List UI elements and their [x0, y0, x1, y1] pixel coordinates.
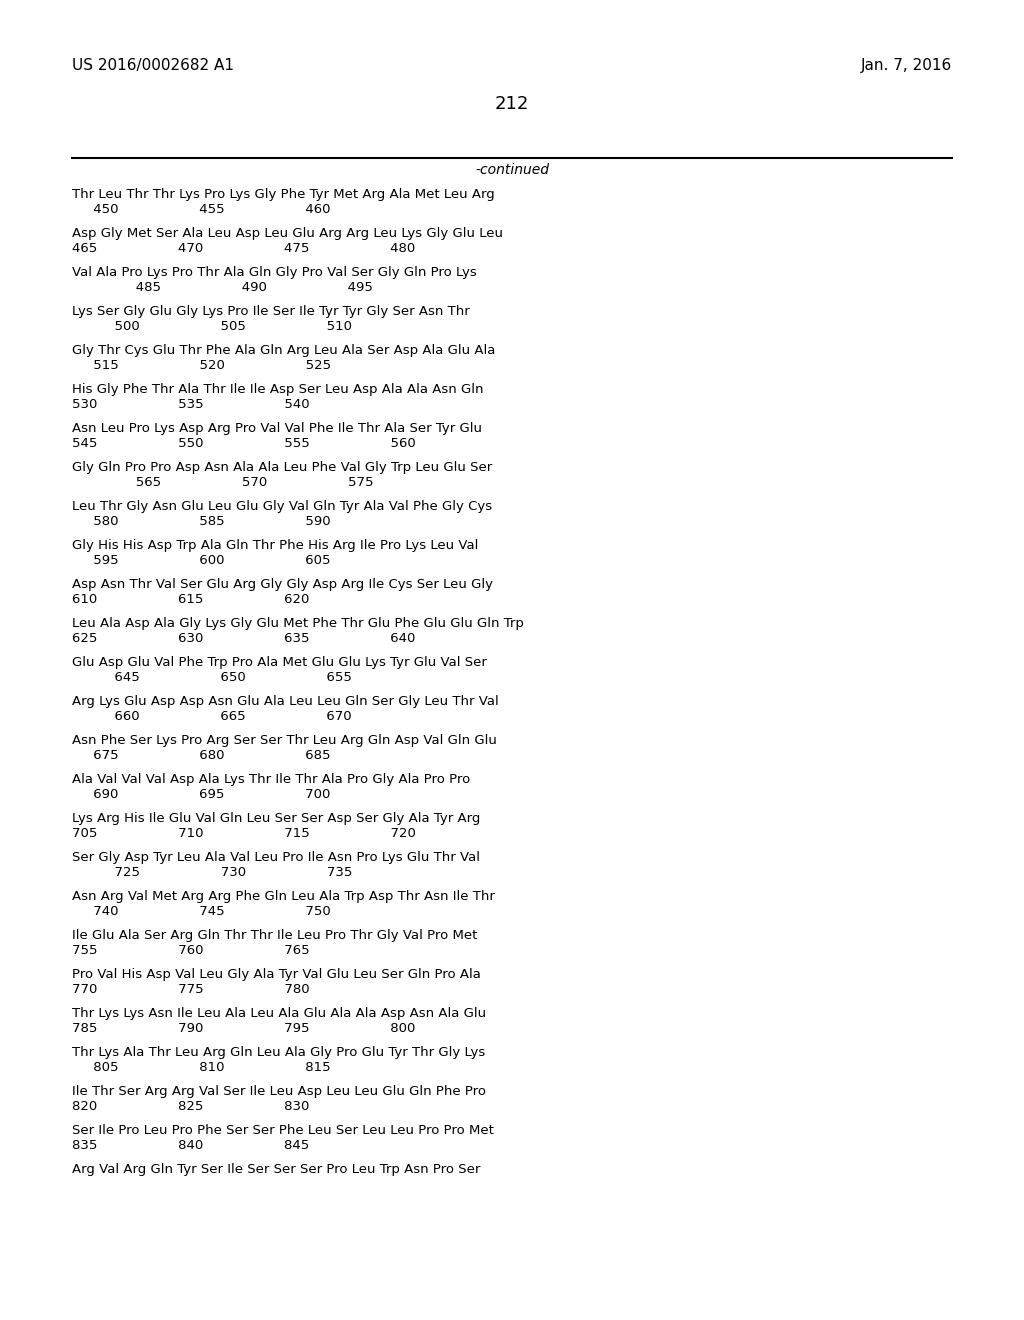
Text: Arg Val Arg Gln Tyr Ser Ile Ser Ser Ser Pro Leu Trp Asn Pro Ser: Arg Val Arg Gln Tyr Ser Ile Ser Ser Ser …	[72, 1163, 480, 1176]
Text: Gly His His Asp Trp Ala Gln Thr Phe His Arg Ile Pro Lys Leu Val: Gly His His Asp Trp Ala Gln Thr Phe His …	[72, 539, 478, 552]
Text: Gly Thr Cys Glu Thr Phe Ala Gln Arg Leu Ala Ser Asp Ala Glu Ala: Gly Thr Cys Glu Thr Phe Ala Gln Arg Leu …	[72, 345, 496, 356]
Text: 530                   535                   540: 530 535 540	[72, 399, 309, 411]
Text: 500                   505                   510: 500 505 510	[72, 319, 352, 333]
Text: Asp Gly Met Ser Ala Leu Asp Leu Glu Arg Arg Leu Lys Gly Glu Leu: Asp Gly Met Ser Ala Leu Asp Leu Glu Arg …	[72, 227, 503, 240]
Text: Ser Gly Asp Tyr Leu Ala Val Leu Pro Ile Asn Pro Lys Glu Thr Val: Ser Gly Asp Tyr Leu Ala Val Leu Pro Ile …	[72, 851, 480, 865]
Text: Val Ala Pro Lys Pro Thr Ala Gln Gly Pro Val Ser Gly Gln Pro Lys: Val Ala Pro Lys Pro Thr Ala Gln Gly Pro …	[72, 267, 477, 279]
Text: Leu Thr Gly Asn Glu Leu Glu Gly Val Gln Tyr Ala Val Phe Gly Cys: Leu Thr Gly Asn Glu Leu Glu Gly Val Gln …	[72, 500, 493, 513]
Text: Thr Lys Lys Asn Ile Leu Ala Leu Ala Glu Ala Ala Asp Asn Ala Glu: Thr Lys Lys Asn Ile Leu Ala Leu Ala Glu …	[72, 1007, 486, 1020]
Text: 705                   710                   715                   720: 705 710 715 720	[72, 828, 416, 840]
Text: 740                   745                   750: 740 745 750	[72, 906, 331, 917]
Text: Ile Thr Ser Arg Arg Val Ser Ile Leu Asp Leu Leu Glu Gln Phe Pro: Ile Thr Ser Arg Arg Val Ser Ile Leu Asp …	[72, 1085, 486, 1098]
Text: 515                   520                   525: 515 520 525	[72, 359, 331, 372]
Text: -continued: -continued	[475, 162, 549, 177]
Text: Asn Phe Ser Lys Pro Arg Ser Ser Thr Leu Arg Gln Asp Val Gln Glu: Asn Phe Ser Lys Pro Arg Ser Ser Thr Leu …	[72, 734, 497, 747]
Text: 610                   615                   620: 610 615 620	[72, 593, 309, 606]
Text: Ser Ile Pro Leu Pro Phe Ser Ser Phe Leu Ser Leu Leu Pro Pro Met: Ser Ile Pro Leu Pro Phe Ser Ser Phe Leu …	[72, 1125, 494, 1137]
Text: 645                   650                   655: 645 650 655	[72, 671, 352, 684]
Text: 785                   790                   795                   800: 785 790 795 800	[72, 1022, 416, 1035]
Text: 725                   730                   735: 725 730 735	[72, 866, 352, 879]
Text: 805                   810                   815: 805 810 815	[72, 1061, 331, 1074]
Text: Thr Leu Thr Thr Lys Pro Lys Gly Phe Tyr Met Arg Ala Met Leu Arg: Thr Leu Thr Thr Lys Pro Lys Gly Phe Tyr …	[72, 187, 495, 201]
Text: His Gly Phe Thr Ala Thr Ile Ile Asp Ser Leu Asp Ala Ala Asn Gln: His Gly Phe Thr Ala Thr Ile Ile Asp Ser …	[72, 383, 483, 396]
Text: 595                   600                   605: 595 600 605	[72, 554, 331, 568]
Text: 485                   490                   495: 485 490 495	[72, 281, 373, 294]
Text: 755                   760                   765: 755 760 765	[72, 944, 309, 957]
Text: 820                   825                   830: 820 825 830	[72, 1100, 309, 1113]
Text: 212: 212	[495, 95, 529, 114]
Text: Asn Arg Val Met Arg Arg Phe Gln Leu Ala Trp Asp Thr Asn Ile Thr: Asn Arg Val Met Arg Arg Phe Gln Leu Ala …	[72, 890, 495, 903]
Text: Glu Asp Glu Val Phe Trp Pro Ala Met Glu Glu Lys Tyr Glu Val Ser: Glu Asp Glu Val Phe Trp Pro Ala Met Glu …	[72, 656, 486, 669]
Text: 565                   570                   575: 565 570 575	[72, 477, 374, 488]
Text: Asp Asn Thr Val Ser Glu Arg Gly Gly Asp Arg Ile Cys Ser Leu Gly: Asp Asn Thr Val Ser Glu Arg Gly Gly Asp …	[72, 578, 493, 591]
Text: 465                   470                   475                   480: 465 470 475 480	[72, 242, 416, 255]
Text: 625                   630                   635                   640: 625 630 635 640	[72, 632, 416, 645]
Text: Asn Leu Pro Lys Asp Arg Pro Val Val Phe Ile Thr Ala Ser Tyr Glu: Asn Leu Pro Lys Asp Arg Pro Val Val Phe …	[72, 422, 482, 436]
Text: 690                   695                   700: 690 695 700	[72, 788, 331, 801]
Text: Pro Val His Asp Val Leu Gly Ala Tyr Val Glu Leu Ser Gln Pro Ala: Pro Val His Asp Val Leu Gly Ala Tyr Val …	[72, 968, 481, 981]
Text: 450                   455                   460: 450 455 460	[72, 203, 331, 216]
Text: Thr Lys Ala Thr Leu Arg Gln Leu Ala Gly Pro Glu Tyr Thr Gly Lys: Thr Lys Ala Thr Leu Arg Gln Leu Ala Gly …	[72, 1045, 485, 1059]
Text: 675                   680                   685: 675 680 685	[72, 748, 331, 762]
Text: Ala Val Val Val Asp Ala Lys Thr Ile Thr Ala Pro Gly Ala Pro Pro: Ala Val Val Val Asp Ala Lys Thr Ile Thr …	[72, 774, 470, 785]
Text: 835                   840                   845: 835 840 845	[72, 1139, 309, 1152]
Text: 580                   585                   590: 580 585 590	[72, 515, 331, 528]
Text: US 2016/0002682 A1: US 2016/0002682 A1	[72, 58, 234, 73]
Text: 770                   775                   780: 770 775 780	[72, 983, 309, 997]
Text: Jan. 7, 2016: Jan. 7, 2016	[861, 58, 952, 73]
Text: Leu Ala Asp Ala Gly Lys Gly Glu Met Phe Thr Glu Phe Glu Glu Gln Trp: Leu Ala Asp Ala Gly Lys Gly Glu Met Phe …	[72, 616, 524, 630]
Text: Gly Gln Pro Pro Asp Asn Ala Ala Leu Phe Val Gly Trp Leu Glu Ser: Gly Gln Pro Pro Asp Asn Ala Ala Leu Phe …	[72, 461, 493, 474]
Text: Lys Ser Gly Glu Gly Lys Pro Ile Ser Ile Tyr Tyr Gly Ser Asn Thr: Lys Ser Gly Glu Gly Lys Pro Ile Ser Ile …	[72, 305, 470, 318]
Text: Lys Arg His Ile Glu Val Gln Leu Ser Ser Asp Ser Gly Ala Tyr Arg: Lys Arg His Ile Glu Val Gln Leu Ser Ser …	[72, 812, 480, 825]
Text: 545                   550                   555                   560: 545 550 555 560	[72, 437, 416, 450]
Text: Arg Lys Glu Asp Asp Asn Glu Ala Leu Leu Gln Ser Gly Leu Thr Val: Arg Lys Glu Asp Asp Asn Glu Ala Leu Leu …	[72, 696, 499, 708]
Text: Ile Glu Ala Ser Arg Gln Thr Thr Ile Leu Pro Thr Gly Val Pro Met: Ile Glu Ala Ser Arg Gln Thr Thr Ile Leu …	[72, 929, 477, 942]
Text: 660                   665                   670: 660 665 670	[72, 710, 351, 723]
